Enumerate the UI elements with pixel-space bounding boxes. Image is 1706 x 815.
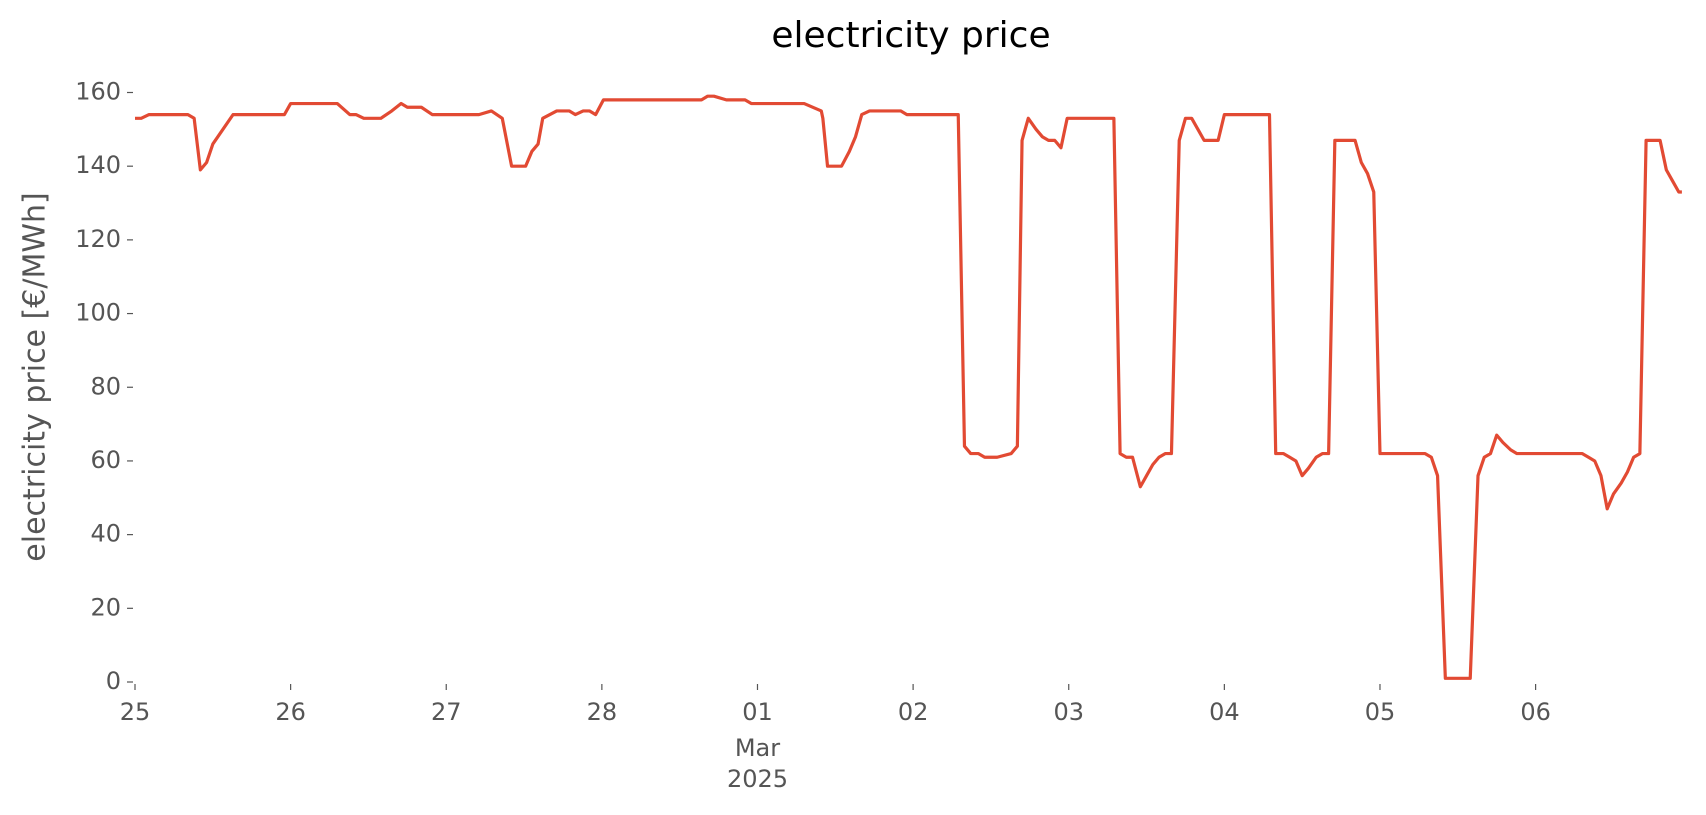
x-tick-label: 06: [1520, 698, 1551, 726]
y-axis-label: electricity price [€/MWh]: [18, 192, 53, 561]
price-line: [135, 94, 1682, 680]
chart-title: electricity price: [771, 15, 1050, 56]
x-tick-label: 27: [431, 698, 462, 726]
y-tick-label: 40: [90, 520, 121, 548]
x-tick-label: 04: [1209, 698, 1240, 726]
y-tick-label: 60: [90, 446, 121, 474]
y-tick-label: 0: [106, 667, 121, 695]
x-tick-label: 03: [1053, 698, 1084, 726]
x-tick-label: 28: [587, 698, 618, 726]
x-tick-label: 01: [742, 698, 773, 726]
y-tick-label: 80: [90, 372, 121, 400]
x-tick-label: 26: [275, 698, 306, 726]
x-tick-label: 02: [898, 698, 929, 726]
y-tick-label: 140: [75, 151, 121, 179]
x-tick-label: 05: [1365, 698, 1396, 726]
y-tick-label: 120: [75, 225, 121, 253]
x-year-label: 2025: [727, 765, 788, 793]
x-tick-label: 25: [120, 698, 151, 726]
y-tick-label: 100: [75, 299, 121, 327]
y-tick-label: 160: [75, 78, 121, 106]
y-tick-label: 20: [90, 593, 121, 621]
x-month-label: Mar: [735, 734, 780, 762]
